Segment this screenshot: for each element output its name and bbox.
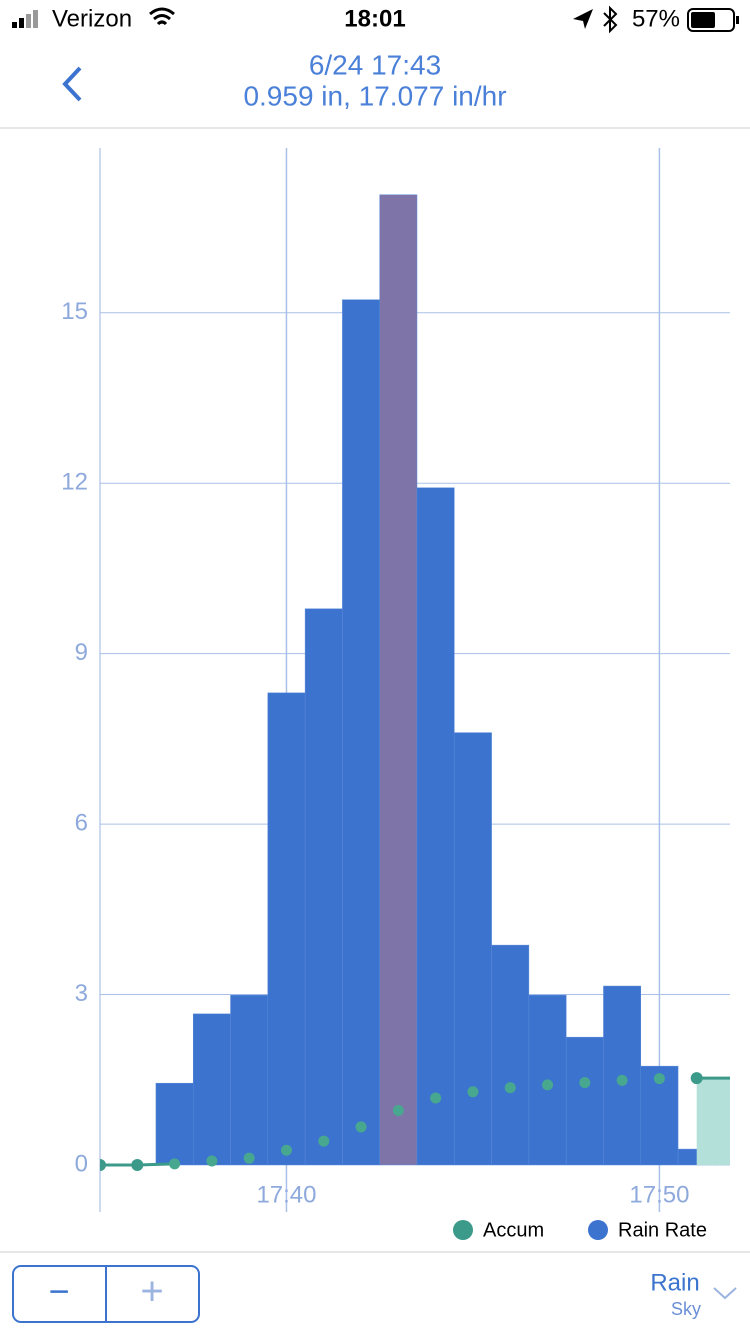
accum-point xyxy=(542,1079,554,1091)
metric-subtitle: Sky xyxy=(671,1299,701,1319)
accum-point xyxy=(616,1074,628,1086)
bar xyxy=(155,1082,194,1166)
zoom-out-button[interactable]: − xyxy=(48,1271,69,1312)
signal xyxy=(12,10,38,28)
bar xyxy=(267,692,306,1166)
plot xyxy=(100,148,730,1212)
accum-point xyxy=(504,1082,516,1094)
metric-selector[interactable]: Rain xyxy=(650,1269,699,1296)
x-tick-label: 17:50 xyxy=(629,1181,689,1208)
accum-point xyxy=(430,1092,442,1104)
legend-label: Accum xyxy=(483,1219,544,1241)
back-button[interactable] xyxy=(62,66,82,102)
battery-tip xyxy=(736,16,739,24)
battery-level xyxy=(691,12,715,28)
bar xyxy=(230,994,269,1166)
zoom-in-button[interactable]: + xyxy=(140,1270,163,1314)
legend-label: Rain Rate xyxy=(618,1219,707,1241)
header-title: 6/24 17:43 xyxy=(309,49,441,80)
battery-text: 57% xyxy=(632,5,680,32)
y-tick-label: 9 xyxy=(75,639,88,666)
bar xyxy=(379,194,418,1166)
accum-point xyxy=(280,1144,292,1156)
carrier: Verizon xyxy=(52,5,132,32)
y-tick-label: 6 xyxy=(75,809,88,836)
wifi-icon xyxy=(149,7,175,26)
dropdown-arrow[interactable] xyxy=(713,1287,737,1300)
y-tick-label: 0 xyxy=(75,1150,88,1177)
bar xyxy=(491,944,530,1166)
accum-point xyxy=(690,1072,703,1085)
accum-point xyxy=(100,1159,106,1171)
accum-point xyxy=(131,1159,144,1171)
accum-point xyxy=(243,1152,255,1164)
bar xyxy=(304,608,343,1166)
accum-point xyxy=(653,1073,665,1085)
y-tick-label: 15 xyxy=(61,298,88,325)
accum-point xyxy=(467,1086,479,1098)
location-icon xyxy=(573,9,593,29)
bluetooth-icon xyxy=(603,5,618,34)
accum-point xyxy=(355,1121,367,1133)
clock: 18:01 xyxy=(344,5,405,32)
accum-point xyxy=(206,1155,218,1167)
accum-point xyxy=(392,1105,404,1117)
bar xyxy=(192,1013,231,1166)
legend-swatch xyxy=(453,1220,473,1240)
bar xyxy=(416,487,455,1166)
legend-swatch xyxy=(588,1220,608,1240)
bar xyxy=(454,732,492,1166)
header-subtitle: 0.959 in, 17.077 in/hr xyxy=(243,80,506,111)
accum-point xyxy=(318,1135,330,1147)
y-tick-label: 12 xyxy=(61,469,88,496)
accum-point xyxy=(169,1158,181,1170)
y-tick-label: 3 xyxy=(75,980,88,1007)
bar xyxy=(565,1036,604,1166)
bar xyxy=(342,299,380,1166)
x-tick-label: 17:40 xyxy=(256,1181,316,1208)
battery-icon xyxy=(687,8,735,32)
accum-area xyxy=(696,1078,730,1165)
accum-point xyxy=(579,1077,591,1089)
